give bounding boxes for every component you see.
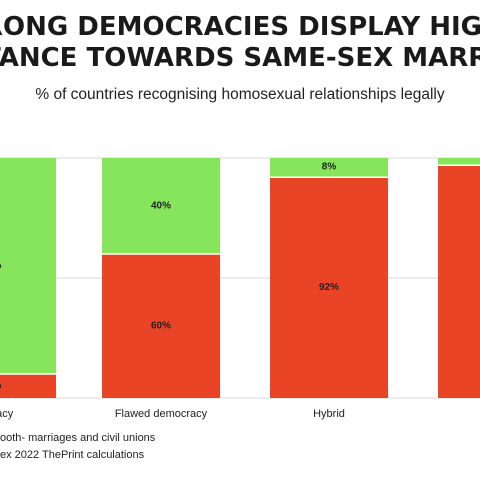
footnote-1: ooth- marriages and civil unions: [0, 432, 156, 444]
bar-0-segment-0: [0, 374, 56, 398]
chart-title-line-1: RONG DEMOCRACIES DISPLAY HIGH: [0, 12, 480, 42]
bar-labels: %% 60% 40% 92% 8%: [0, 162, 339, 392]
footnote-2: ex 2022 ThePrint calculations: [0, 449, 145, 461]
bar-0-segment-1: [0, 158, 56, 374]
category-label-0: ocracy: [0, 408, 14, 420]
chart-subtitle: % of countries recognising homosexual re…: [35, 86, 445, 103]
bar-2-segment-1: [270, 158, 388, 178]
bar-2-segment-0: [270, 177, 388, 398]
data-label-1-0: 60%: [151, 321, 171, 332]
data-label-0-1: %: [0, 261, 2, 272]
bar-3-segment-1: [438, 158, 480, 166]
category-label-2: Hybrid: [313, 408, 345, 420]
bar-1-segment-0: [102, 254, 220, 398]
category-label-1: Flawed democracy: [115, 408, 208, 420]
data-label-2-1: 8%: [322, 162, 337, 173]
bar-1-segment-1: [102, 158, 220, 254]
bars: [0, 158, 480, 398]
gridlines: [0, 157, 480, 399]
category-labels: ocracyFlawed democracyHybridAu: [0, 408, 345, 420]
data-label-0-0: %: [0, 381, 2, 392]
chart-title-line-2: TANCE TOWARDS SAME-SEX MARR: [0, 43, 480, 73]
data-label-1-1: 40%: [151, 201, 171, 212]
data-label-2-0: 92%: [319, 282, 339, 293]
bar-3-segment-0: [438, 165, 480, 398]
